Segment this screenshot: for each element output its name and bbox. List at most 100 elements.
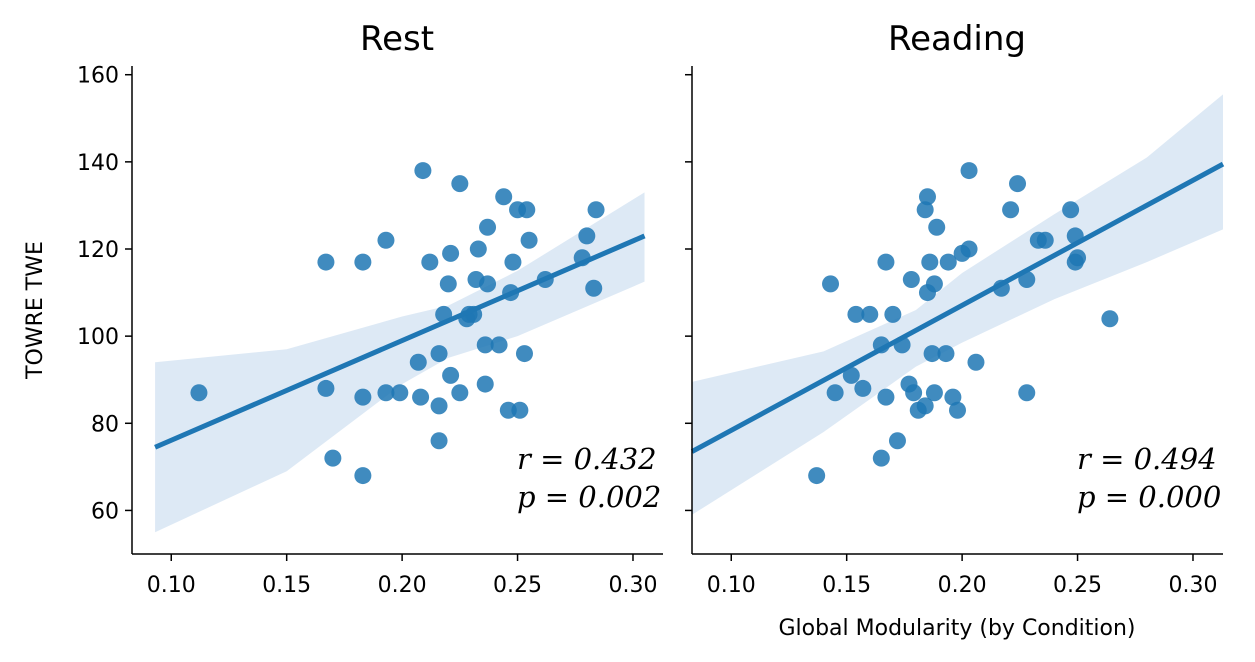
data-point [861,305,879,323]
data-point [317,379,335,397]
regression-line [154,233,646,450]
data-point [515,345,533,363]
p-statistic: p = 0.002 [517,480,661,514]
panel-rest: Rest 0.10 0.15 0.20 0.25 0.30 60 80 100 120 140 16… [77,19,663,598]
data-point [918,188,936,206]
axes-layer: 0.10 0.15 0.20 0.25 0.30 60 80 100 120 140 160 [77,64,663,598]
data-point [520,231,538,249]
x-tick-label: 0.25 [1053,573,1102,598]
panel-title: Reading [888,19,1026,59]
data-point [1009,175,1027,193]
data-point [826,384,844,402]
p-statistic: p = 0.000 [1077,480,1221,514]
data-point [842,366,860,384]
data-point [495,188,513,206]
data-point [430,432,448,450]
data-point [1062,201,1080,219]
data-point [511,401,529,419]
data-point [409,353,427,371]
data-point [317,253,335,271]
data-point [578,227,596,245]
data-point [916,201,934,219]
x-tick-label: 0.15 [822,573,871,598]
data-point [587,201,605,219]
data-point [949,401,966,419]
data-point [905,384,923,402]
x-tick-label: 0.30 [608,573,657,598]
data-point [190,384,208,402]
y-axis-label: TOWRE TWE [23,241,48,380]
regression-line-layer [690,161,1225,454]
data-point [479,218,497,236]
data-point [354,253,372,271]
data-point [476,375,494,393]
x-tick-label: 0.30 [1168,573,1217,598]
data-point [967,353,985,371]
data-point [877,253,895,271]
data-point [490,336,508,354]
y-tick-label: 140 [77,151,119,176]
data-point [925,384,943,402]
data-point [1002,201,1020,219]
r-statistic: r = 0.432 [517,442,657,476]
data-point [430,397,448,415]
regression-line [690,161,1225,454]
data-point [377,384,395,402]
data-point [928,218,946,236]
data-point [412,388,430,406]
data-point [421,253,439,271]
data-point [504,253,522,271]
data-point [377,231,395,249]
y-tick-label: 60 [91,499,119,524]
data-point [877,388,895,406]
x-tick-label: 0.20 [938,573,987,598]
data-point [1018,384,1036,402]
data-point [476,336,494,354]
scatter-points-layer [190,162,605,485]
data-point [324,449,342,467]
data-point [451,175,469,193]
stats-annotation: r = 0.494 p = 0.000 [1077,442,1221,514]
data-point [921,253,939,271]
axes-layer: 0.10 0.15 0.20 0.25 0.30 [685,66,1223,598]
data-point [442,244,460,262]
data-point [469,240,487,258]
data-point [439,275,457,293]
panel-reading: Reading 0.10 0.15 0.20 0.25 0.30 r = 0.494 p… [685,19,1225,598]
y-tick-label: 120 [77,238,119,263]
data-point [923,345,941,363]
data-point [925,275,943,293]
data-point [822,275,840,293]
data-point [808,467,826,485]
data-point [854,379,872,397]
data-point [442,366,460,384]
regression-line-layer [154,233,646,450]
data-point [414,162,432,180]
x-tick-label: 0.25 [493,573,542,598]
x-tick-label: 0.20 [378,573,427,598]
data-point [916,397,934,415]
y-tick-label: 100 [77,325,119,350]
data-point [960,162,978,180]
data-point [430,345,448,363]
data-point [391,384,409,402]
data-point [902,271,920,288]
confidence-band-layer [155,192,645,533]
x-tick-label: 0.10 [707,573,756,598]
data-point [944,388,962,406]
x-axis-label: Global Modularity (by Condition) [778,616,1135,641]
data-point [937,345,955,363]
data-point [1069,249,1087,267]
data-point [939,253,957,271]
data-point [354,467,372,485]
data-point [888,432,906,450]
data-point [847,305,865,323]
x-tick-label: 0.15 [262,573,311,598]
data-point [1036,231,1054,249]
data-point [585,279,603,297]
data-point [960,240,978,258]
data-point [872,449,890,467]
panel-title: Rest [360,19,434,59]
confidence-band [155,192,645,533]
